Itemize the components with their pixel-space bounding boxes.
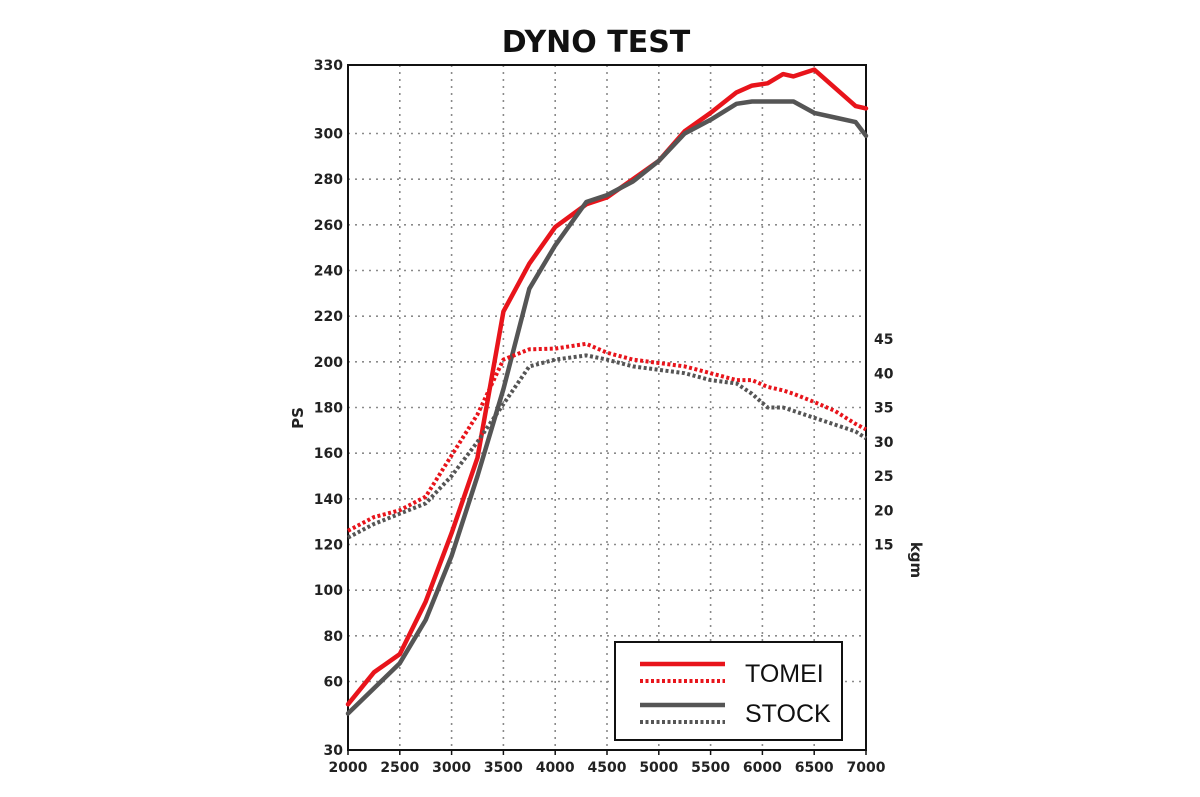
y-left-tick-label: 300 [314, 127, 343, 143]
y-left-tick-label: 330 [314, 58, 343, 74]
x-tick-label: 7000 [847, 760, 886, 776]
y-left-tick-label: 240 [314, 264, 343, 280]
y-left-tick-label: 120 [314, 538, 343, 554]
series-line-tomei-torque [347, 341, 867, 533]
y-right-tick-label: 20 [874, 503, 894, 519]
x-tick-label: 6000 [743, 760, 782, 776]
y-right-tick-label: 40 [874, 366, 894, 382]
x-tick-label: 4500 [588, 760, 627, 776]
y-left-tick-label: 260 [314, 218, 343, 234]
x-tick-label: 3000 [432, 760, 471, 776]
y-left-tick-label: 180 [314, 401, 343, 417]
y-right-tick-label: 45 [874, 332, 893, 348]
chart-title: DYNO TEST [502, 25, 691, 60]
y-left-tick-label: 160 [314, 446, 343, 462]
x-tick-label: 5000 [639, 760, 678, 776]
axis-ticks: 2000 2500 3000 3500 4000 4500 5000 5500 6000 6500… [314, 58, 894, 776]
y-left-tick-label: 200 [314, 355, 343, 371]
y-left-tick-label: 80 [324, 629, 344, 645]
y-right-tick-label: 30 [874, 435, 894, 451]
series-lines [345, 67, 869, 716]
y-right-tick-label: 35 [874, 401, 893, 417]
y-right-tick-label: 25 [874, 469, 893, 485]
x-tick-label: 3500 [484, 760, 523, 776]
y-left-tick-label: 60 [324, 675, 344, 691]
chart-legend: TOMEI STOCK [614, 641, 843, 741]
y-left-tick-label: 220 [314, 309, 343, 325]
legend-label-tomei: TOMEI [745, 660, 824, 688]
y-right-tick-label: 15 [874, 538, 893, 554]
y-left-tick-label: 100 [314, 583, 343, 599]
y-axis-label-right: kgm [907, 542, 925, 578]
x-tick-label: 2000 [329, 760, 368, 776]
x-tick-label: 6500 [795, 760, 834, 776]
x-tick-label: 2500 [380, 760, 419, 776]
y-left-tick-label: 280 [314, 172, 343, 188]
x-tick-label: 4000 [536, 760, 575, 776]
y-left-tick-label: 30 [324, 743, 344, 759]
legend-label-stock: STOCK [745, 700, 831, 728]
y-axis-label-left: PS [289, 407, 307, 429]
x-tick-label: 5500 [691, 760, 730, 776]
y-left-tick-label: 140 [314, 492, 343, 508]
series-line-stock-power [345, 99, 869, 716]
series-line-stock-torque [347, 353, 868, 540]
